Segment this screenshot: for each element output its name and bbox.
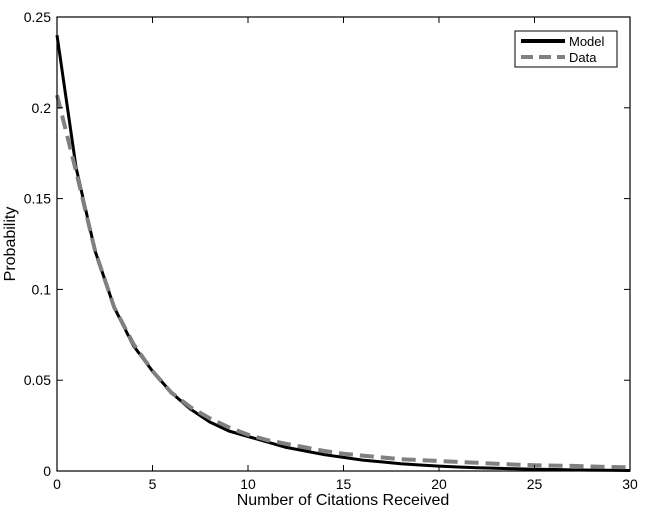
legend: Model Data (514, 30, 618, 68)
y-tick-label: 0.05 (24, 372, 51, 388)
legend-model-label: Model (569, 34, 605, 49)
x-tick-label: 15 (336, 476, 352, 492)
legend-data-label: Data (569, 50, 597, 65)
x-axis-label: Number of Citations Received (237, 492, 450, 509)
x-tick-label: 30 (622, 476, 638, 492)
legend-box (514, 30, 618, 68)
x-tick-label: 10 (240, 476, 256, 492)
y-tick-label: 0.1 (32, 281, 52, 297)
x-tick-label: 0 (53, 476, 61, 492)
x-tick-label: 5 (149, 476, 157, 492)
x-tick-label: 25 (527, 476, 543, 492)
plot-area (57, 17, 630, 471)
y-axis-label: Probability (2, 207, 19, 282)
axes-layer: 0 5 10 15 20 25 30 0 0.05 0.1 0.15 0.2 0.25 (24, 9, 638, 492)
x-tick-label: 20 (431, 476, 447, 492)
y-tick-label: 0 (43, 463, 51, 479)
y-tick-label: 0.25 (24, 9, 51, 25)
y-tick-label: 0.2 (32, 100, 52, 116)
y-tick-label: 0.15 (24, 191, 51, 207)
